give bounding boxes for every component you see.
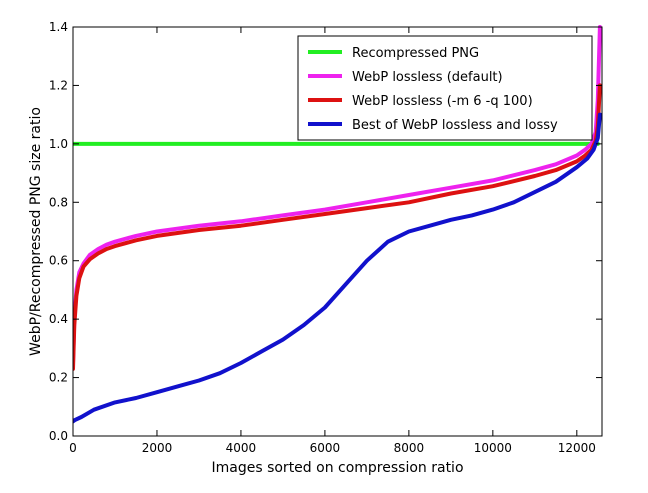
y-tick-label: 0.0 xyxy=(49,429,68,443)
y-axis-ticks: 0.0 0.2 0.4 0.6 0.8 1.0 1.2 1.4 xyxy=(49,20,602,443)
x-tick-label: 12000 xyxy=(558,441,596,455)
series-line-3 xyxy=(73,112,602,424)
y-tick-label: 0.8 xyxy=(49,195,68,209)
series-lines xyxy=(73,25,602,424)
y-tick-label: 1.4 xyxy=(49,20,68,34)
legend-label-3: Best of WebP lossless and lossy xyxy=(352,118,558,133)
y-tick-label: 1.0 xyxy=(49,137,68,151)
legend-label-2: WebP lossless (-m 6 -q 100) xyxy=(352,94,533,109)
y-axis-label: WebP/Recompressed PNG size ratio xyxy=(28,107,44,356)
legend-box xyxy=(297,35,593,141)
x-tick-label: 0 xyxy=(69,441,77,455)
x-axis-label: Images sorted on compression ratio xyxy=(211,460,463,476)
y-tick-label: 0.4 xyxy=(49,312,68,326)
series-line-1 xyxy=(73,25,602,365)
x-tick-label: 8000 xyxy=(394,441,425,455)
x-tick-label: 2000 xyxy=(142,441,173,455)
y-tick-label: 0.2 xyxy=(49,371,68,385)
x-tick-label: 10000 xyxy=(474,441,512,455)
y-tick-label: 1.2 xyxy=(49,78,68,92)
x-axis-ticks: 0 2000 4000 6000 8000 10000 12000 xyxy=(69,27,596,455)
x-tick-label: 4000 xyxy=(226,441,257,455)
y-tick-label: 0.6 xyxy=(49,254,68,268)
legend-label-1: WebP lossless (default) xyxy=(352,70,503,85)
plot-frame xyxy=(72,26,603,437)
x-tick-label: 6000 xyxy=(310,441,341,455)
legend-label-0: Recompressed PNG xyxy=(352,46,479,61)
series-line-2 xyxy=(73,83,602,371)
legend: Recompressed PNG WebP lossless (default) W… xyxy=(297,35,593,141)
